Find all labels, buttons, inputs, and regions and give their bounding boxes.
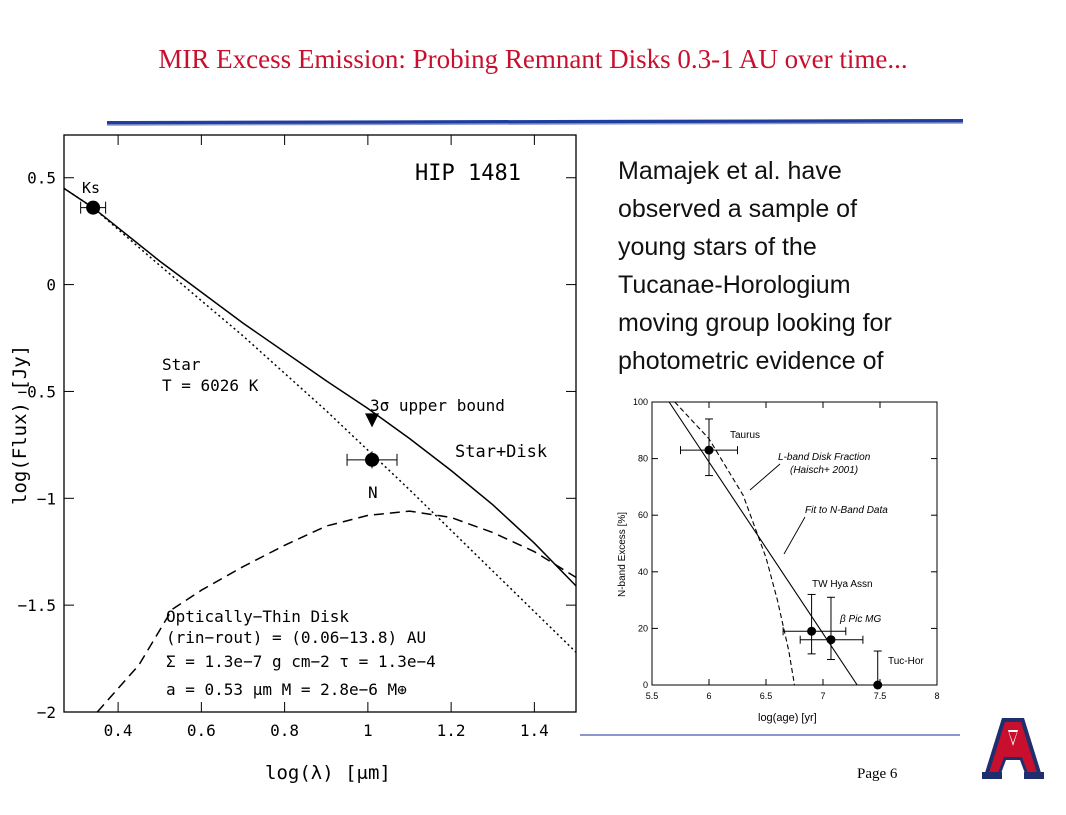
sed-star-disk-label: Star+Disk (455, 442, 547, 462)
sed-data-point (86, 200, 101, 215)
sed-upper-limit-marker (365, 413, 380, 428)
university-of-arizona-logo-icon (982, 718, 1044, 779)
age-data-point (807, 626, 817, 636)
sed-chart: 0.4 0.6 0.8 1 1.2 1.4 0.5 0 −0.5 −1 −1.5 −2 HIP 148… (9, 134, 577, 784)
age-series-line-solid (668, 401, 858, 686)
age-y-tick-label: 0 (643, 680, 648, 690)
age-x-tick-label: 5.5 (646, 691, 659, 701)
age-y-label: N-band Excess [%] (617, 512, 628, 597)
sed-x-tick-label: 0.8 (270, 721, 299, 740)
sed-series-line-dotted (63, 187, 577, 653)
age-taurus-label: Taurus (730, 430, 760, 441)
sed-series-line-solid (63, 187, 577, 587)
age-x-tick-label: 7 (820, 691, 825, 701)
age-plot-frame (651, 401, 938, 686)
body-line: photometric evidence of (618, 347, 884, 375)
sed-disk-title: Optically−Thin Disk (166, 607, 349, 626)
sed-disk-density: Σ = 1.3e−7 g cm−2 τ = 1.3e−4 (166, 652, 436, 671)
age-fit-arrow (783, 516, 806, 555)
age-y-tick-label: 80 (638, 454, 648, 464)
age-fit-label: Fit to N-Band Data (805, 505, 888, 516)
age-y-tick-label: 40 (638, 567, 648, 577)
body-line: Mamajek et al. have (618, 157, 842, 185)
age-x-tick-label: 6.5 (760, 691, 773, 701)
sed-star-label: Star (162, 355, 201, 374)
body-line: moving group looking for (618, 309, 892, 337)
age-lband-ref: (Haisch+ 2001) (790, 465, 858, 476)
age-y-tick-label: 100 (633, 397, 648, 407)
footer-rule (580, 734, 960, 736)
sed-star-temp: T = 6026 K (162, 376, 259, 395)
age-data-point (826, 635, 836, 645)
age-x-tick-label: 7.5 (874, 691, 887, 701)
sed-x-tick-label: 0.6 (187, 721, 216, 740)
sed-y-tick-label: 0.5 (27, 169, 56, 188)
body-text: Mamajek et al. have observed a sample of… (618, 152, 1038, 380)
age-y-tick-label: 60 (638, 510, 648, 520)
sed-x-tick-label: 1.4 (520, 721, 549, 740)
body-line: observed a sample of (618, 195, 858, 223)
age-x-tick-label: 6 (706, 691, 711, 701)
sed-y-tick-label: 0 (46, 276, 56, 295)
sed-x-label: log(λ) [μm] (265, 762, 391, 784)
slide-title: MIR Excess Emission: Probing Remnant Dis… (158, 44, 908, 74)
age-twhya-label: TW Hya Assn (812, 579, 873, 590)
title-rule (107, 119, 963, 126)
page-number: Page 6 (857, 766, 898, 782)
age-lband-label: L-band Disk Fraction (778, 452, 871, 463)
body-line: Tucanae-Horologium (618, 271, 851, 299)
sed-y-tick-label: −1 (37, 489, 56, 508)
sed-y-label: log(Flux) [Jy] (9, 345, 31, 505)
sed-panel-title: HIP 1481 (415, 161, 521, 186)
sed-n-label: N (368, 483, 378, 502)
age-data-point (704, 445, 714, 455)
age-data-point (873, 680, 883, 690)
sed-x-tick-label: 1 (363, 721, 373, 740)
sed-y-tick-label: −2 (37, 703, 56, 722)
sed-disk-radii: (rin−rout) = (0.06−13.8) AU (166, 628, 426, 647)
sed-upper-bound-label: 3σ upper bound (370, 396, 505, 415)
age-betapic-label: β Pic MG (839, 614, 881, 625)
body-line: young stars of the (618, 233, 817, 261)
sed-x-tick-label: 0.4 (104, 721, 133, 740)
sed-x-tick-label: 1.2 (437, 721, 466, 740)
sed-ks-label: Ks (82, 179, 100, 197)
sed-y-tick-label: −0.5 (17, 382, 56, 401)
age-tuchor-label: Tuc-Hor (888, 656, 924, 667)
sed-y-tick-label: −1.5 (17, 596, 56, 615)
sed-plot-frame (63, 134, 577, 713)
sed-data-point (365, 452, 380, 467)
age-lband-arrow (749, 463, 781, 491)
sed-disk-grain: a = 0.53 μm M = 2.8e−6 M⊕ (166, 680, 407, 699)
age-x-tick-label: 8 (934, 691, 939, 701)
age-x-label: log(age) [yr] (758, 712, 817, 724)
age-y-tick-label: 20 (638, 623, 648, 633)
age-series-line-dashed (674, 401, 796, 686)
